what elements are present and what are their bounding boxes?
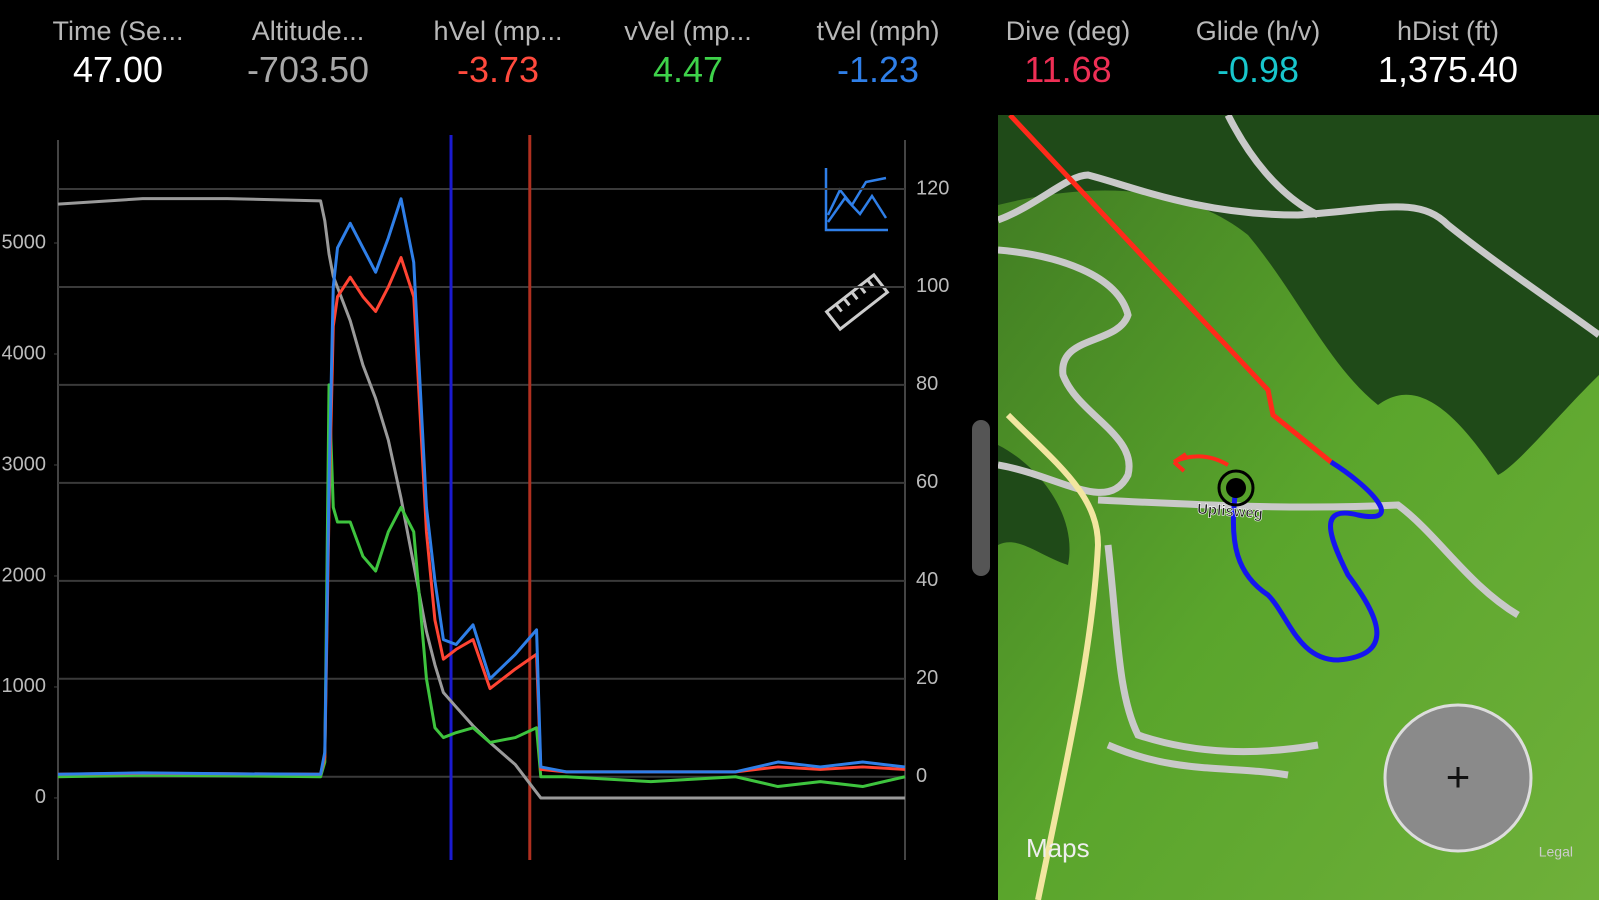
scrollbar[interactable] — [972, 420, 990, 576]
stat[interactable]: tVel (mph) -1.23 — [783, 0, 973, 110]
stat[interactable]: Dive (deg) 11.68 — [973, 0, 1163, 110]
stat-value: -0.98 — [1216, 49, 1300, 90]
stat-value: 4.47 — [652, 49, 724, 90]
stat-label: hDist (ft) — [1396, 16, 1499, 46]
y-tick-label: 40 — [916, 569, 938, 591]
y2-tick-label: 4000 — [2, 342, 47, 364]
forest — [998, 115, 1599, 565]
series-line — [57, 197, 906, 776]
map-brand: Maps — [1026, 833, 1090, 863]
y2-tick-label: 1000 — [2, 675, 47, 697]
stats-header: Time (Se... 47.00 Altitude... -703.50 hVel (… — [23, 0, 1543, 110]
stat-value: 1,375.40 — [1377, 49, 1519, 90]
track-blue — [1230, 459, 1384, 663]
stat-label: Dive (deg) — [1005, 16, 1131, 46]
y2-tick-label: 3000 — [2, 453, 47, 475]
stat-value: 11.68 — [1024, 49, 1112, 90]
road-label: Uplisweg — [1197, 501, 1264, 523]
y2-tick-label: 0 — [35, 786, 46, 808]
stat-label: Glide (h/v) — [1195, 16, 1321, 46]
chart-icon[interactable] — [824, 168, 888, 232]
series-line — [57, 197, 905, 800]
stat-label: tVel (mph) — [816, 16, 940, 46]
y-tick-label: 100 — [916, 275, 949, 297]
main-road — [1005, 412, 1102, 900]
stat[interactable]: hVel (mp... -3.73 — [403, 0, 593, 110]
legal-link[interactable]: Legal — [1539, 844, 1573, 860]
ruler-icon[interactable] — [824, 272, 890, 332]
stat-label: hVel (mp... — [433, 16, 563, 46]
position-marker — [1226, 478, 1246, 498]
stat-value: -703.50 — [246, 49, 370, 90]
stat[interactable]: hDist (ft) 1,375.40 — [1353, 0, 1543, 110]
track-red — [1008, 115, 1333, 464]
series-line — [57, 256, 906, 776]
stat[interactable]: vVel (mp... 4.47 — [593, 0, 783, 110]
zoom-button-label[interactable]: + — [1446, 753, 1471, 800]
stat-label: Time (Se... — [52, 16, 184, 46]
roads — [998, 115, 1599, 779]
y-tick-label: 0 — [916, 765, 927, 787]
stat-label: Altitude... — [251, 16, 365, 46]
zoom-button[interactable] — [1383, 703, 1533, 853]
map[interactable]: Uplisweg Maps Legal + — [998, 115, 1599, 900]
stat-value: 47.00 — [72, 49, 164, 90]
y-tick-label: 60 — [916, 471, 938, 493]
series-line — [57, 383, 906, 789]
stat-value: -1.23 — [836, 49, 920, 90]
stat-value: -3.73 — [456, 49, 540, 90]
stat[interactable]: Glide (h/v) -0.98 — [1163, 0, 1353, 110]
position-ring — [1217, 469, 1255, 507]
y-tick-label: 80 — [916, 373, 938, 395]
y-tick-label: 120 — [916, 177, 949, 199]
chart: 0 20 40 60 80 100 120 0 1000 2000 3000 4000 5000 — [2, 135, 990, 860]
stat[interactable]: Altitude... -703.50 — [213, 0, 403, 110]
track-red-end — [1172, 452, 1230, 473]
y-tick-label: 20 — [916, 667, 938, 689]
stat-label: vVel (mp... — [624, 16, 752, 46]
y2-tick-label: 2000 — [2, 564, 47, 586]
y2-tick-label: 5000 — [2, 231, 47, 253]
stat[interactable]: Time (Se... 47.00 — [23, 0, 213, 110]
